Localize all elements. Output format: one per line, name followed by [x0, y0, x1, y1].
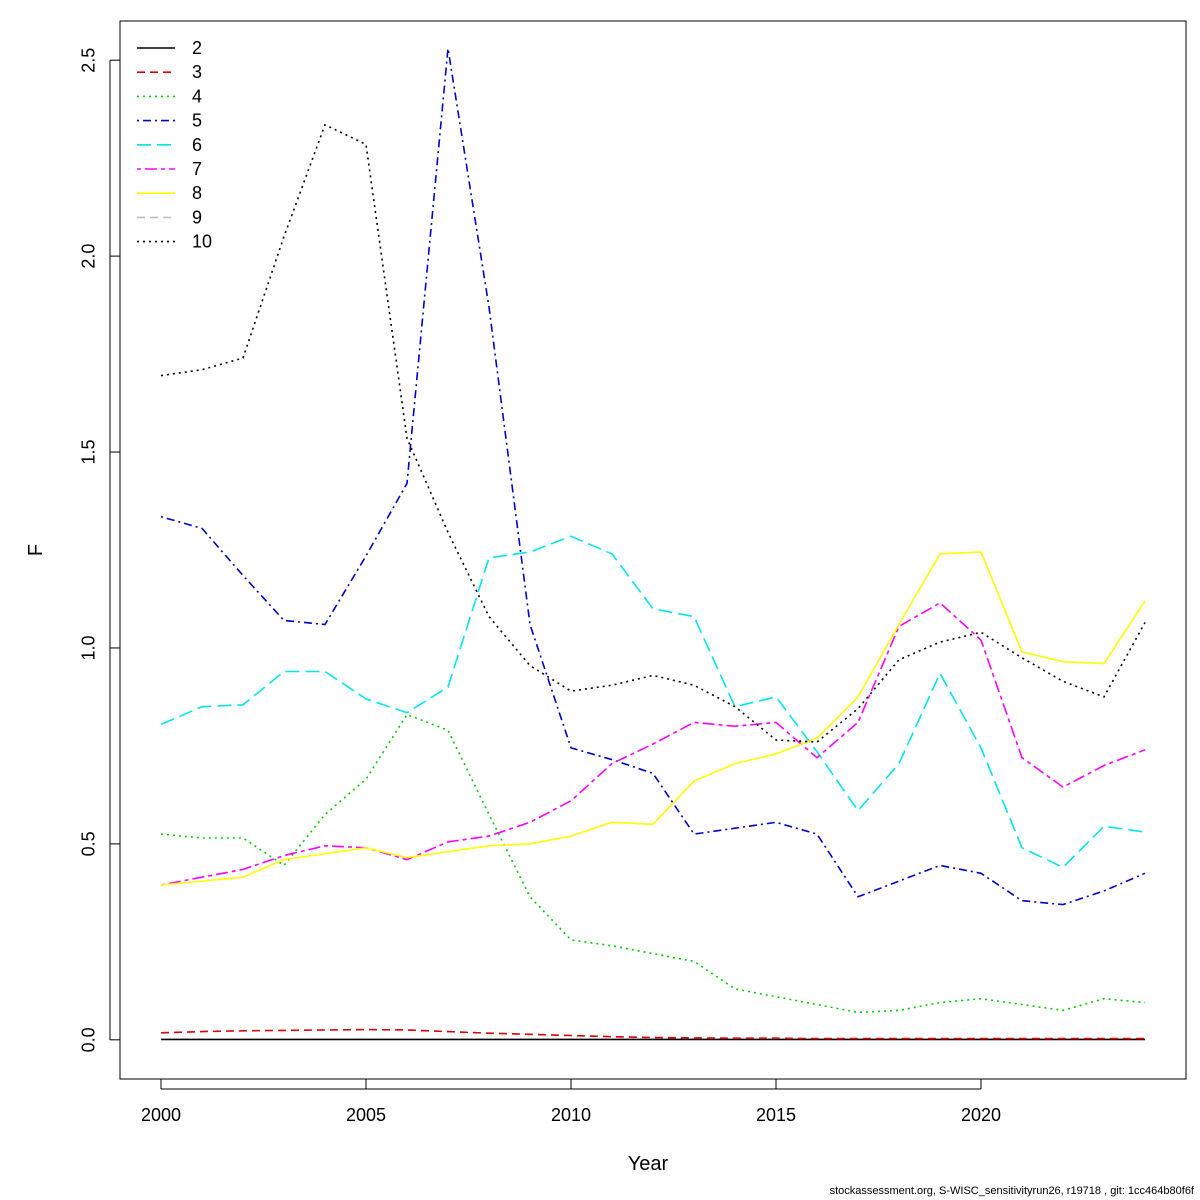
y-tick-label: 0.5: [79, 831, 99, 856]
legend: 2 3 4 5 6 7 8 9 10: [137, 38, 212, 252]
series-line-6: [160, 535, 1146, 869]
legend-label-4: 4: [192, 86, 202, 106]
legend-label-8: 8: [192, 183, 202, 203]
legend-label-7: 7: [192, 159, 202, 179]
y-tick-label: 1.0: [79, 635, 99, 660]
series-line-3: [160, 1028, 1145, 1040]
series-layer: [160, 48, 1146, 1041]
y-tick-label: 1.5: [79, 440, 99, 465]
legend-label-10: 10: [192, 232, 212, 252]
series-line-10: [160, 123, 1146, 743]
x-tick-label: 2010: [551, 1105, 591, 1125]
series-line-7: [160, 601, 1146, 886]
legend-label-6: 6: [192, 135, 202, 155]
axes: 2000 2005 2010 2015 2020 0.0 0.5 1.0 1.5 2.0 2.5: [79, 48, 1001, 1125]
y-tick-label: 2.5: [79, 48, 99, 73]
y-tick-label: 2.0: [79, 244, 99, 269]
series-line-4: [160, 713, 1146, 1014]
footer-credit: stockassessment.org, S-WISC_sensitivityr…: [829, 1185, 1194, 1197]
y-axis-title: F: [25, 544, 47, 556]
legend-label-3: 3: [192, 62, 202, 82]
legend-label-9: 9: [192, 207, 202, 227]
legend-label-5: 5: [192, 111, 202, 131]
x-tick-label: 2015: [756, 1105, 796, 1125]
x-tick-label: 2020: [961, 1105, 1001, 1125]
x-tick-label: 2000: [141, 1105, 181, 1125]
series-line-5: [160, 48, 1146, 906]
series-line-8: [160, 551, 1146, 886]
plot-frame: [119, 20, 1187, 1080]
x-tick-label: 2005: [346, 1105, 386, 1125]
legend-label-2: 2: [192, 38, 202, 58]
y-tick-label: 0.0: [79, 1027, 99, 1052]
x-axis-title: Year: [628, 1153, 669, 1175]
